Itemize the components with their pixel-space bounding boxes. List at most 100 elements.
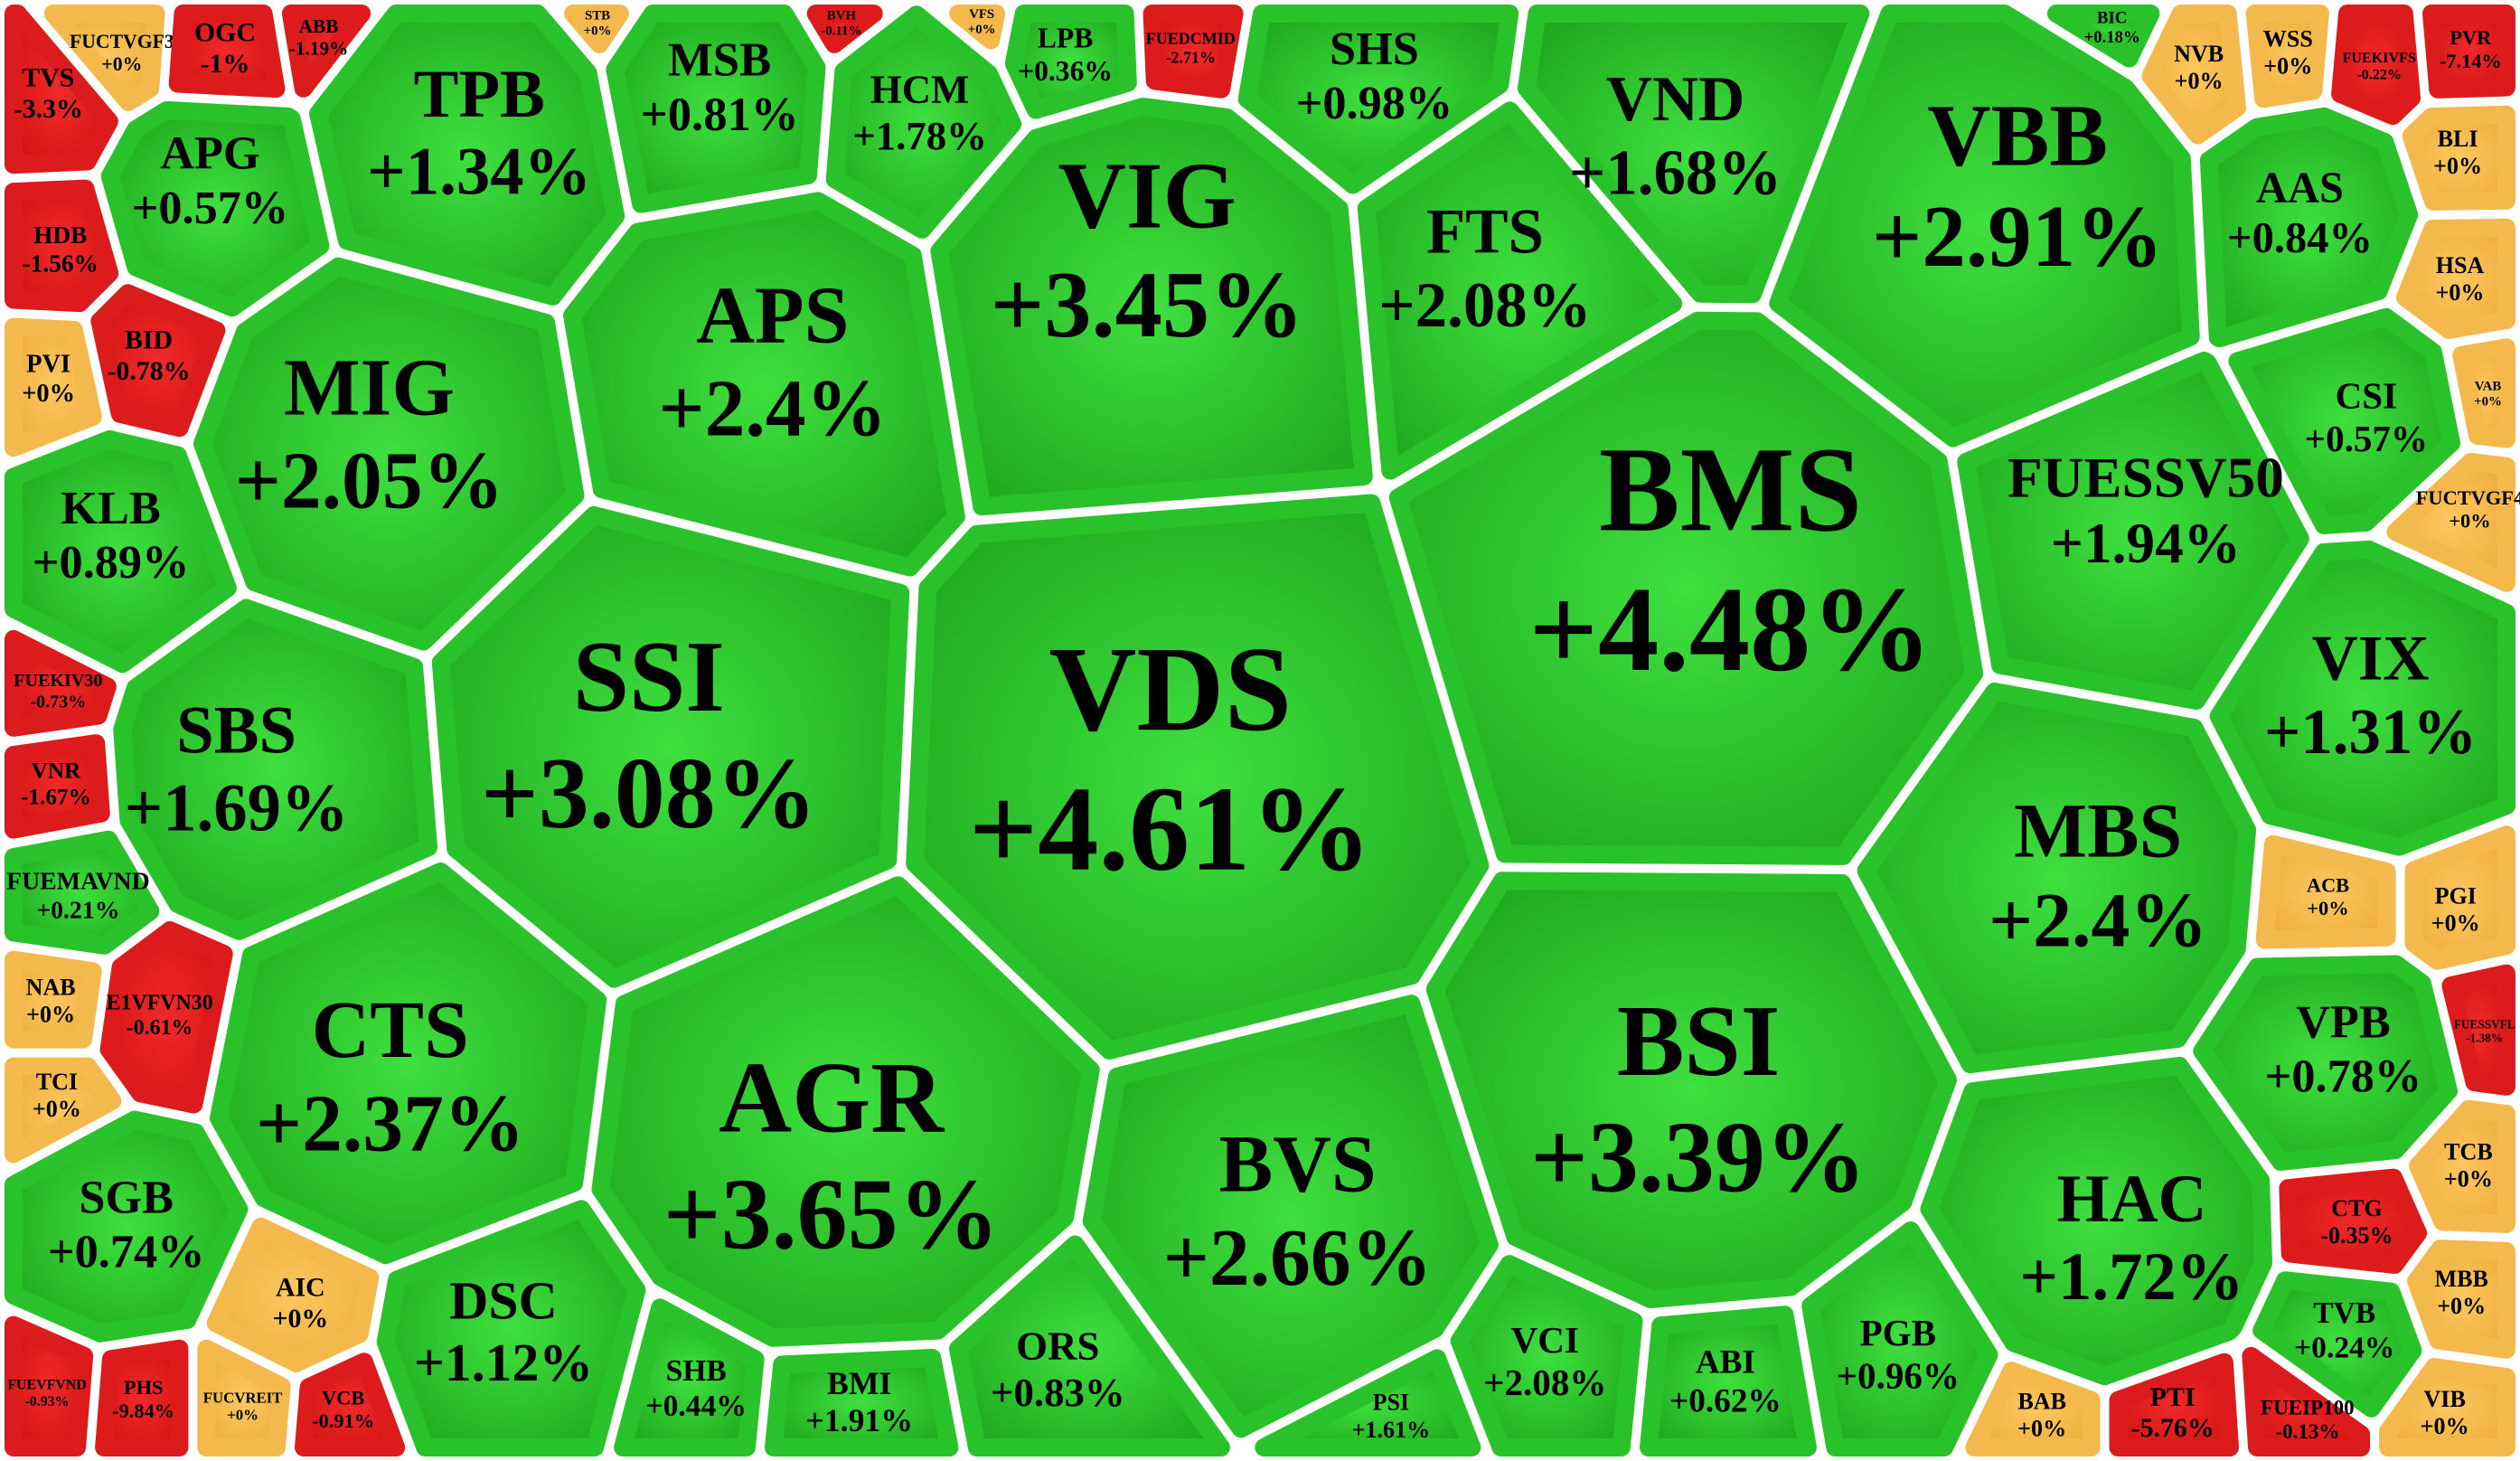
cell-shape <box>1450 1255 1643 1456</box>
ticker: E1VFVN30 <box>107 992 213 1015</box>
cell-shape <box>5 950 102 1049</box>
cell-shape <box>614 1298 765 1456</box>
stock-cell: MBB+0% <box>2407 1239 2515 1359</box>
stock-cell: TVB+0.24% <box>2252 1271 2422 1418</box>
change: +0% <box>584 24 612 39</box>
cell-shape <box>930 98 1373 516</box>
stock-cell: FUEDCMID-2.71% <box>1142 5 1244 99</box>
cell-shape <box>2255 834 2396 949</box>
cell-shape <box>168 5 286 99</box>
ticker: ABI <box>1696 1344 1755 1381</box>
ticker: LPB <box>1038 23 1093 54</box>
stock-cell: FUESSV50+1.94% <box>1957 351 2309 710</box>
change: -0.13% <box>2275 1420 2339 1443</box>
change: +4.61% <box>969 762 1372 897</box>
stock-cell: FUEKIV30-0.73% <box>5 629 117 737</box>
stock-cell: FUCVREIT+0% <box>197 1339 291 1456</box>
ticker: WSS <box>2263 26 2313 52</box>
ticker: BVH <box>827 9 857 24</box>
stock-cell: HDB-1.56% <box>5 179 119 313</box>
cell-shape <box>2199 107 2419 348</box>
change: +2.91% <box>1872 188 2163 286</box>
change: -0.78% <box>107 356 190 386</box>
change: +0% <box>2449 510 2490 533</box>
ticker: FUEKIVFS <box>2343 51 2416 66</box>
ticker: VIX <box>2312 623 2430 693</box>
change: -0.35% <box>2320 1222 2393 1249</box>
cell-shape <box>5 429 237 674</box>
cell-shape <box>949 5 1006 50</box>
stock-cell: VCB-0.91% <box>295 1353 406 1456</box>
stock-cell: HAC+1.72% <box>1920 1056 2272 1386</box>
cell-shape <box>100 100 330 317</box>
change: +0% <box>2263 53 2312 80</box>
change: -0.93% <box>25 1394 70 1409</box>
change: +1.91% <box>805 1402 912 1438</box>
cell-shape <box>825 5 1022 239</box>
stock-cell: BVH-0.11% <box>806 5 883 53</box>
stock-cell: BMI+1.91% <box>765 1349 959 1456</box>
ticker: FUESSVFL <box>2454 1017 2515 1031</box>
cell-shape <box>99 921 233 1114</box>
ticker: HSA <box>2436 252 2485 278</box>
ticker: PSI <box>1373 1390 1410 1416</box>
ticker: HCM <box>870 66 969 111</box>
cell-shape <box>564 5 629 53</box>
ticker: TVS <box>22 62 74 92</box>
change: +0% <box>2421 1413 2469 1439</box>
ticker: APG <box>160 127 259 180</box>
ticker: BIC <box>2097 9 2127 28</box>
change: -0.22% <box>2356 67 2402 82</box>
change: -0.91% <box>312 1409 374 1432</box>
change: +0.84% <box>2227 214 2373 262</box>
cell-shape <box>1388 311 1984 865</box>
ticker: FUCVREIT <box>203 1389 283 1406</box>
ticker: FUESSV50 <box>2008 446 2284 509</box>
change: +0.57% <box>132 182 289 234</box>
ticker: NVB <box>2174 41 2224 67</box>
stock-cell: ORS+0.83% <box>949 1235 1230 1456</box>
cell-shape <box>1640 1305 1817 1456</box>
stock-cell: FUCTVGF4+0% <box>2386 453 2520 592</box>
change: +0.24% <box>2294 1331 2394 1364</box>
stock-cell: HSA+0% <box>2396 218 2515 339</box>
change: +0% <box>968 23 996 37</box>
ticker: SBS <box>176 693 296 768</box>
ticker: MBS <box>2014 787 2182 874</box>
change: -1.19% <box>289 37 349 59</box>
change: +0.44% <box>645 1390 746 1423</box>
stock-cell: FUEMAVND+0.21% <box>5 830 160 955</box>
ticker: FUCTVGF3 <box>70 31 174 52</box>
stock-cell: NAB+0% <box>5 950 102 1049</box>
cell-shape <box>591 876 1100 1347</box>
cell-shape <box>2193 955 2458 1171</box>
stock-cell: BLI+0% <box>2402 105 2515 211</box>
change: +3.65% <box>663 1158 1000 1270</box>
change: +1.12% <box>414 1333 593 1392</box>
ticker: VBB <box>1927 87 2108 184</box>
stock-cell: PHS-9.84% <box>95 1339 189 1456</box>
stock-cell: MIG+2.05% <box>193 257 585 651</box>
change: +0% <box>2307 897 2348 919</box>
ticker: VNR <box>32 759 82 784</box>
cell-shape <box>5 1315 94 1456</box>
ticker: ACB <box>2307 873 2349 896</box>
stock-cell: ABB-1.19% <box>281 5 371 98</box>
cell-shape <box>431 505 910 988</box>
change: +0.89% <box>33 536 190 589</box>
change: +2.4% <box>1989 877 2207 964</box>
change: +0% <box>2437 1293 2486 1319</box>
stock-cell: TVS-3.3% <box>5 5 118 174</box>
cell-shape <box>2422 5 2515 99</box>
stock-cell: BSI+3.39% <box>1425 872 1957 1308</box>
stock-cell: PVR-7.14% <box>2422 5 2515 99</box>
change: +3.39% <box>1530 1102 1866 1214</box>
ticker: BVS <box>1218 1120 1376 1210</box>
change: +0.57% <box>2305 418 2428 459</box>
ticker: FUEKIV30 <box>14 671 102 691</box>
cell-shape <box>1957 351 2309 710</box>
cell-shape <box>5 179 119 313</box>
stock-cell: VND+1.68% <box>1518 5 1870 304</box>
stock-cell: LPB+0.36% <box>1004 5 1137 119</box>
change: -3.3% <box>14 94 83 124</box>
